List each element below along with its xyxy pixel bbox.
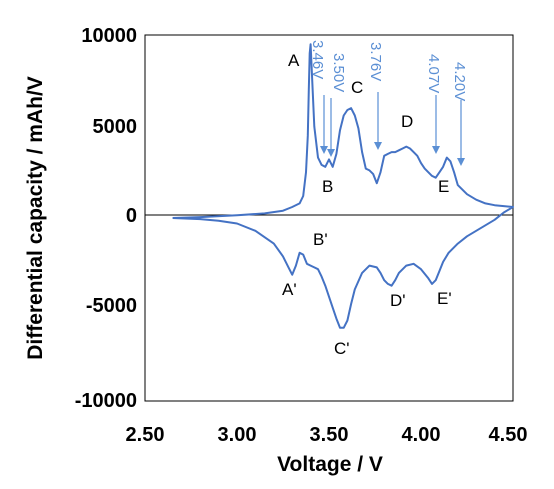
peak-label-e-prime: E' [437,289,452,308]
series-line-0 [172,43,514,329]
peak-label-d-prime: D' [390,291,406,310]
y-axis-title: Differential capacity / mAh/V [24,76,47,360]
marker-arrowhead [432,146,440,154]
y-tick-label: -5000 [86,295,137,317]
y-tick-label: 0 [126,205,137,227]
peak-label-a: A [288,51,300,70]
marker-label-376: 3.76V [367,42,384,81]
x-tick-label: 4.50 [489,424,528,446]
y-tick-label: 5000 [93,116,138,138]
peak-label-b: B [322,177,333,196]
marker-arrowhead [320,146,328,154]
y-tick-label: 10000 [81,25,137,47]
marker-arrowhead [327,149,335,157]
voltage-markers: 3.46V 3.50V 3.76V 4.07V 4.20V [309,40,468,166]
peak-label-d: D [401,112,413,131]
y-tick-label: -10000 [75,390,137,412]
marker-label-420: 4.20V [451,62,468,101]
marker-label-350: 3.50V [330,53,347,92]
peak-label-c: C [351,78,363,97]
x-tick-label: 3.00 [218,424,257,446]
x-tick-label: 4.00 [402,424,441,446]
marker-arrowhead [457,158,465,166]
marker-arrowhead [374,142,382,150]
peak-labels: A B C D E A' B' C' D' E' [282,51,452,358]
marker-label-407: 4.07V [425,54,442,93]
peak-label-a-prime: A' [282,280,297,299]
series-group [172,43,514,329]
peak-label-c-prime: C' [334,339,350,358]
x-tick-label: 2.50 [126,424,165,446]
marker-label-346: 3.46V [309,40,326,79]
x-axis-title: Voltage / V [277,453,383,476]
peak-label-b-prime: B' [313,230,328,249]
plot-frame [144,34,514,402]
x-tick-label: 3.50 [310,424,349,446]
peak-label-e: E [438,177,449,196]
